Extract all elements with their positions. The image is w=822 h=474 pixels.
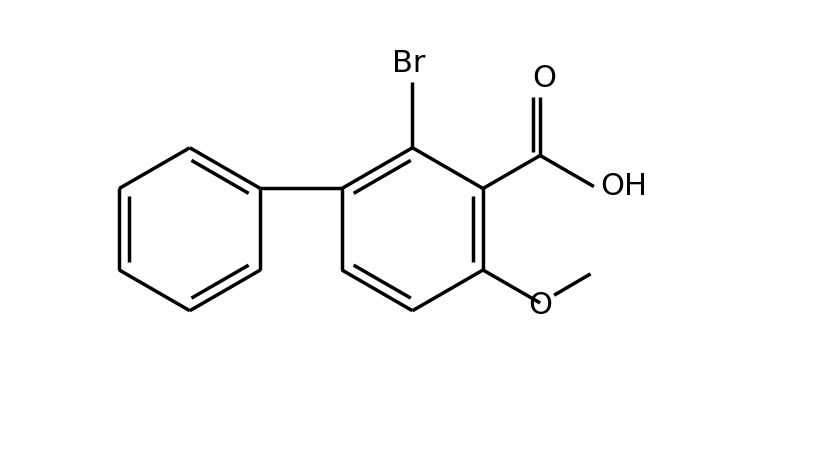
Text: O: O <box>532 64 556 93</box>
Text: O: O <box>529 291 552 320</box>
Text: Br: Br <box>392 49 425 78</box>
Text: OH: OH <box>600 172 647 201</box>
